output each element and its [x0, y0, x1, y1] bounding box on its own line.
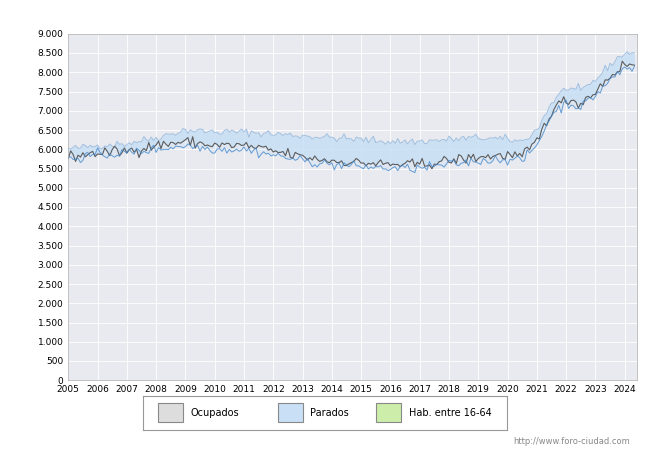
FancyBboxPatch shape [278, 403, 303, 422]
Text: Hab. entre 16-64: Hab. entre 16-64 [409, 408, 491, 418]
FancyBboxPatch shape [376, 403, 402, 422]
FancyBboxPatch shape [157, 403, 183, 422]
Text: http://www.foro-ciudad.com: http://www.foro-ciudad.com [514, 436, 630, 446]
Text: Bergondo - Evolucion de la poblacion en edad de Trabajar Mayo de 2024: Bergondo - Evolucion de la poblacion en … [111, 8, 540, 21]
Text: Ocupados: Ocupados [190, 408, 239, 418]
Text: Parados: Parados [311, 408, 349, 418]
